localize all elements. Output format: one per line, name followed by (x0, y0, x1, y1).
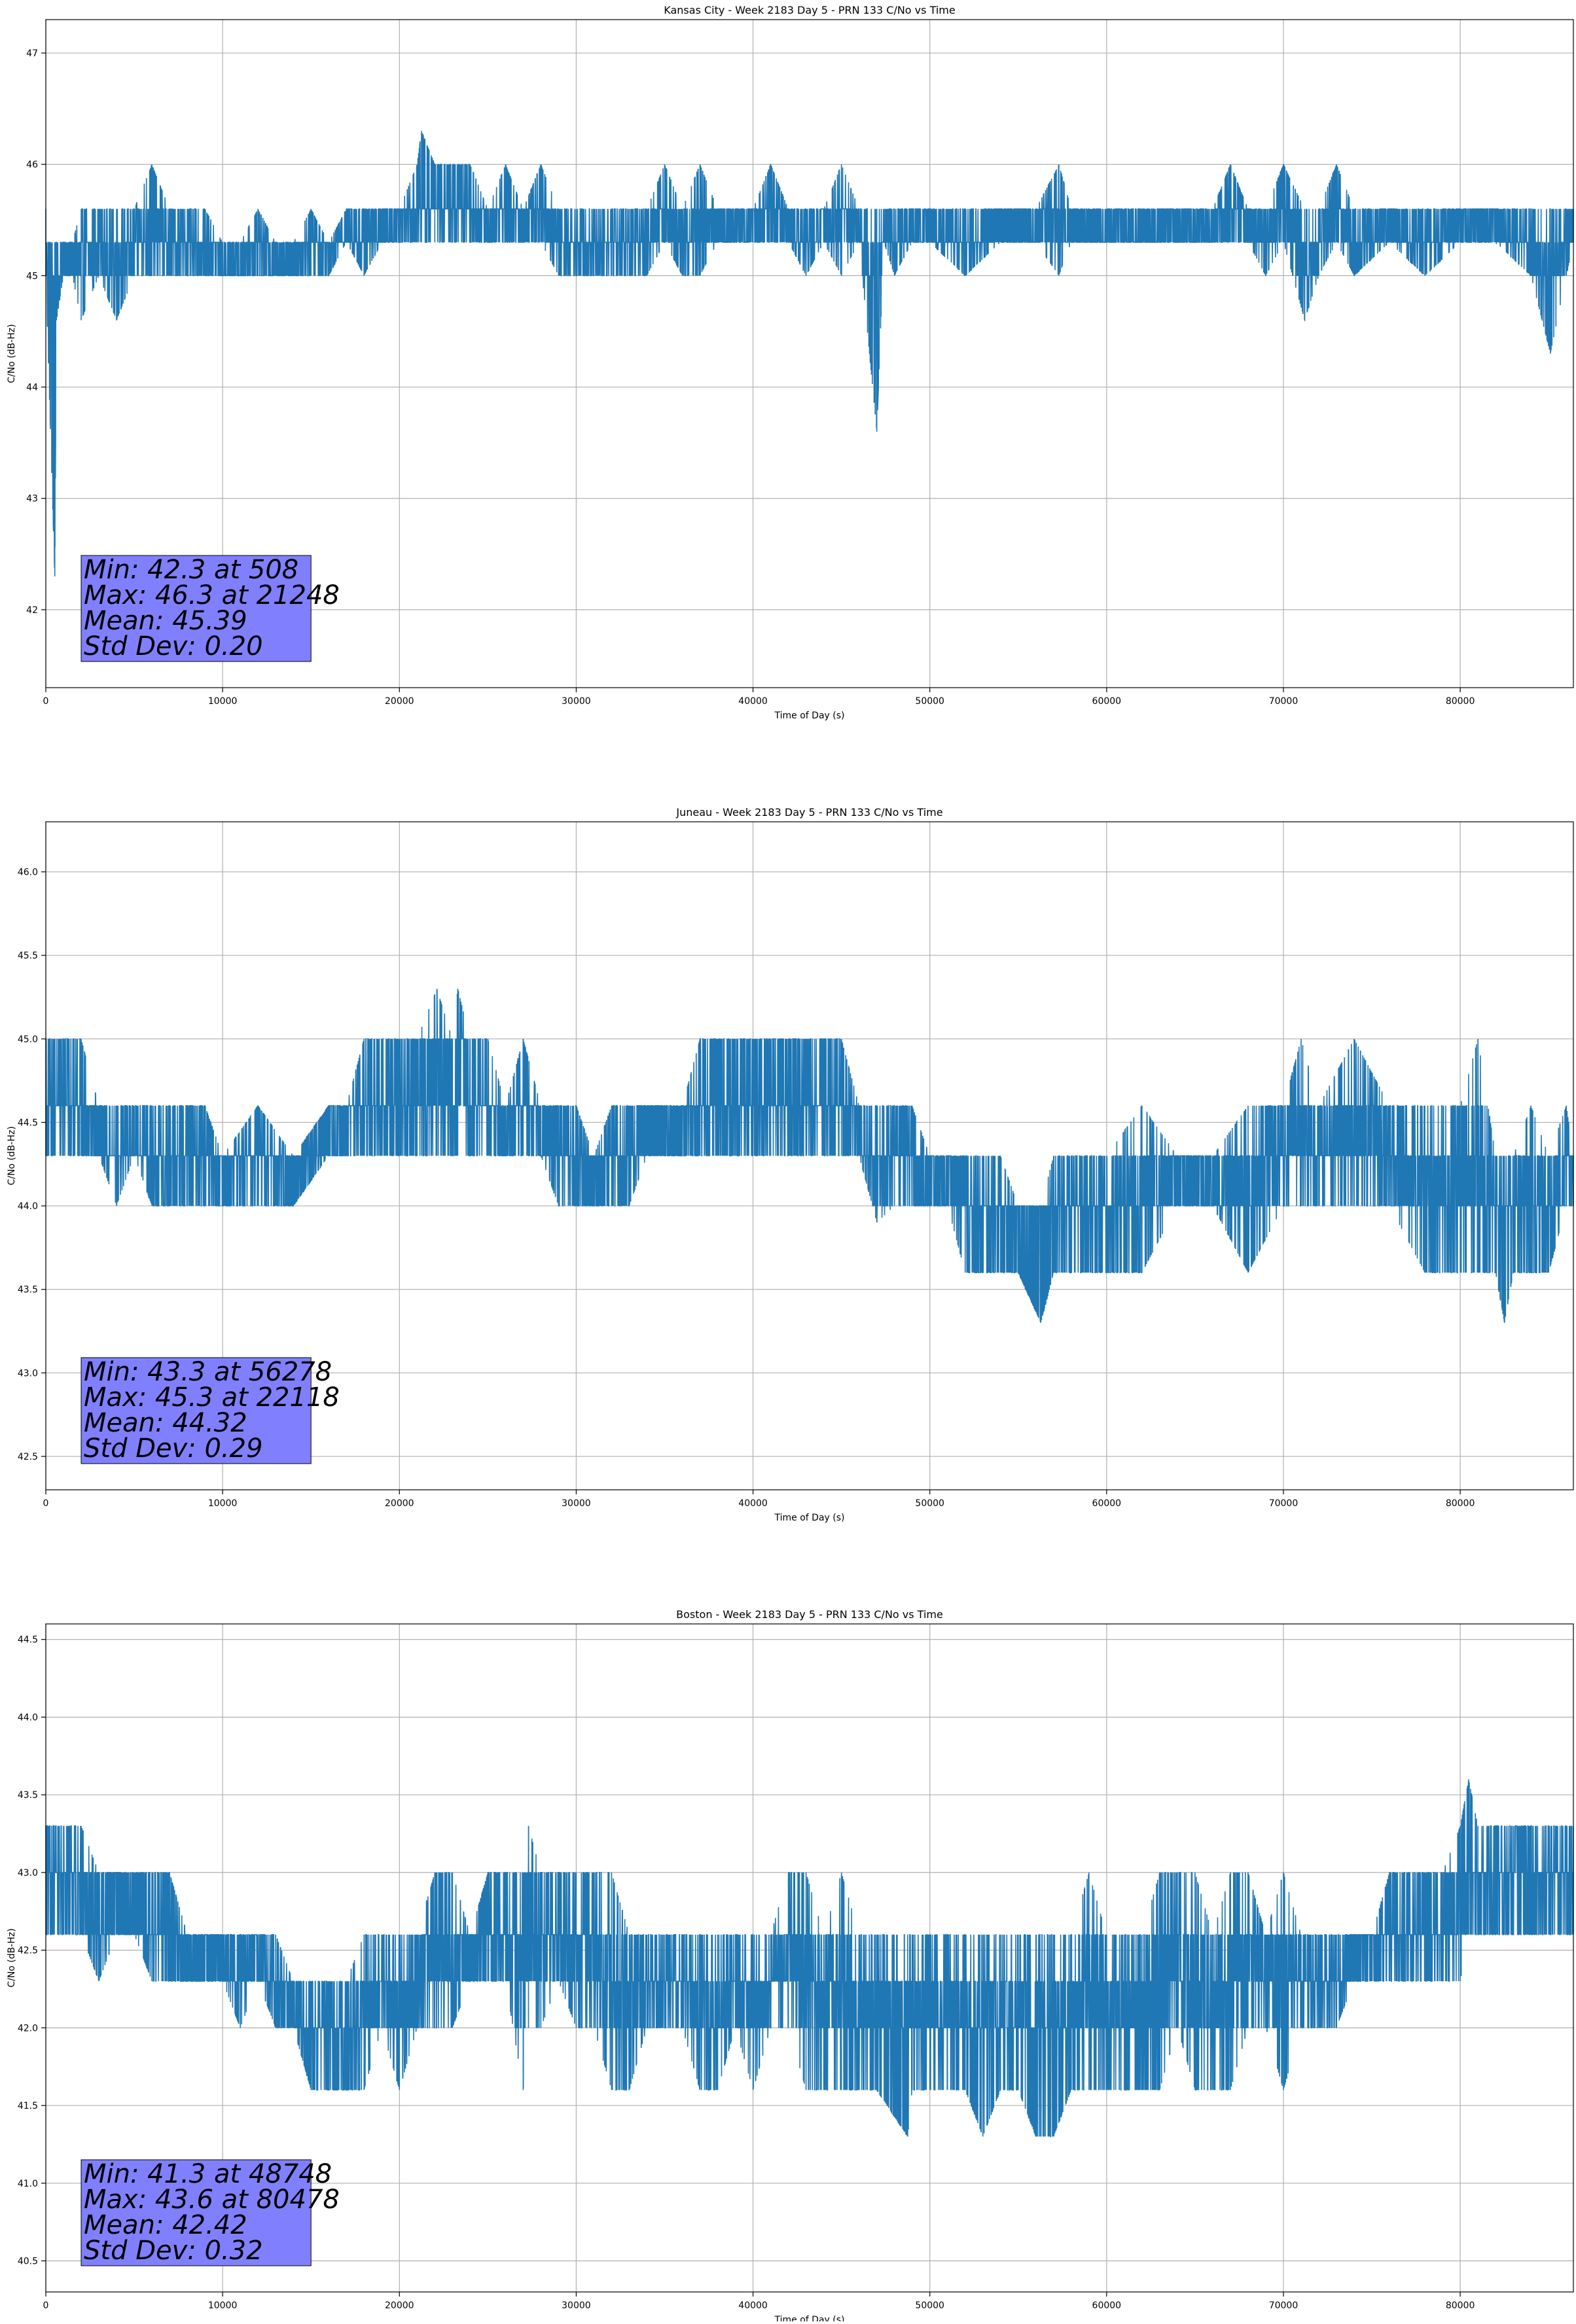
stats-line: Max: 43.6 at 80478 (84, 2185, 340, 2215)
x-tick-label: 30000 (562, 696, 591, 707)
cno-series-line (45, 131, 1574, 576)
stats-line: Std Dev: 0.32 (84, 2236, 263, 2266)
y-tick-label: 44.0 (18, 1201, 38, 1212)
chart-panel-2: 0 10000 20000 30000 40000 50000 60000 70000 8000… (7, 806, 1574, 1523)
stats-box (81, 1357, 312, 1464)
stats-line: Mean: 42.42 (84, 2210, 247, 2240)
y-tick-label: 43 (26, 494, 38, 504)
y-tick-label: 46 (26, 160, 38, 170)
cno-series-line (45, 1779, 1574, 2138)
cno-series-line (45, 989, 1574, 1323)
x-tick-label: 10000 (208, 2300, 238, 2311)
stats-line: Max: 45.3 at 22118 (84, 1382, 340, 1413)
x-tick-label: 20000 (385, 2300, 414, 2311)
x-tick-label: 70000 (1269, 696, 1298, 707)
y-tick-label: 41.5 (18, 2101, 38, 2111)
stats-line: Min: 43.3 at 56278 (84, 1357, 332, 1387)
x-tick-label: 80000 (1446, 2300, 1475, 2311)
stats-box (81, 2159, 312, 2266)
x-tick-label: 30000 (562, 1498, 591, 1509)
y-tick-label: 44 (26, 383, 38, 393)
chart-title: Boston - Week 2183 Day 5 - PRN 133 C/No … (676, 1608, 943, 1621)
y-tick-label: 43.5 (18, 1790, 38, 1801)
y-tick-label: 41.0 (18, 2179, 38, 2189)
y-axis-label: C/No (dB-Hz) (7, 1928, 17, 1987)
y-tick-label: 47 (26, 48, 38, 59)
y-tick-label: 45.5 (18, 951, 38, 961)
x-tick-label: 60000 (1092, 2300, 1122, 2311)
y-tick-label: 45.0 (18, 1034, 38, 1045)
x-tick-label: 0 (43, 1498, 49, 1509)
y-tick-label: 42.5 (18, 1452, 38, 1462)
x-tick-label: 10000 (208, 696, 238, 707)
x-tick-label: 20000 (385, 696, 414, 707)
x-axis-label: Time of Day (s) (774, 2315, 845, 2321)
x-tick-label: 60000 (1092, 696, 1122, 707)
chart-title: Juneau - Week 2183 Day 5 - PRN 133 C/No … (675, 806, 942, 819)
x-tick-label: 10000 (208, 1498, 238, 1509)
x-axis-label: Time of Day (s) (774, 711, 845, 721)
y-tick-label: 44.5 (18, 1635, 38, 1646)
chart-panel-3: 0 10000 20000 30000 40000 50000 60000 70000 8000… (7, 1608, 1574, 2324)
x-tick-label: 30000 (562, 2300, 591, 2311)
plot-frame (45, 1623, 1574, 2293)
y-tick-label: 42.0 (18, 2023, 38, 2034)
y-tick-label: 46.0 (18, 868, 38, 878)
y-tick-label: 45 (26, 271, 38, 281)
x-tick-label: 50000 (915, 1498, 944, 1509)
y-axis-label: C/No (dB-Hz) (7, 324, 17, 383)
stats-box (81, 555, 312, 662)
stats-line: Min: 42.3 at 508 (84, 555, 298, 585)
x-tick-label: 0 (43, 696, 49, 707)
y-tick-label: 42.5 (18, 1946, 38, 1956)
chart-panel-1: 0 10000 20000 30000 40000 50000 60000 70000 8000… (7, 4, 1574, 721)
x-tick-label: 0 (43, 2300, 49, 2311)
x-tick-label: 40000 (738, 1498, 768, 1509)
stats-line: Mean: 45.39 (84, 606, 247, 636)
y-tick-label: 43.5 (18, 1285, 38, 1295)
y-tick-label: 42 (26, 605, 38, 616)
y-axis-label: C/No (dB-Hz) (7, 1126, 17, 1185)
y-tick-label: 40.5 (18, 2257, 38, 2267)
stats-line: Min: 41.3 at 48748 (84, 2159, 332, 2189)
x-tick-label: 80000 (1446, 1498, 1475, 1509)
y-tick-label: 44.0 (18, 1712, 38, 1723)
x-tick-label: 50000 (915, 696, 944, 707)
x-tick-label: 70000 (1269, 2300, 1298, 2311)
y-tick-label: 43.0 (18, 1368, 38, 1379)
x-tick-label: 40000 (738, 696, 768, 707)
x-axis-label: Time of Day (s) (774, 1513, 845, 1523)
x-tick-label: 60000 (1092, 1498, 1122, 1509)
x-tick-label: 80000 (1446, 696, 1475, 707)
stats-line: Std Dev: 0.20 (84, 631, 263, 661)
x-tick-label: 20000 (385, 1498, 414, 1509)
y-tick-label: 43.0 (18, 1868, 38, 1878)
x-tick-label: 70000 (1269, 1498, 1298, 1509)
chart-title: Kansas City - Week 2183 Day 5 - PRN 133 … (664, 4, 955, 16)
stats-line: Max: 46.3 at 21248 (84, 580, 340, 610)
plot-frame (45, 19, 1574, 688)
stats-line: Mean: 44.32 (84, 1408, 247, 1438)
x-tick-label: 50000 (915, 2300, 944, 2311)
x-tick-label: 40000 (738, 2300, 768, 2311)
stats-line: Std Dev: 0.29 (84, 1434, 263, 1464)
plot-frame (45, 821, 1574, 1490)
y-tick-label: 44.5 (18, 1118, 38, 1128)
